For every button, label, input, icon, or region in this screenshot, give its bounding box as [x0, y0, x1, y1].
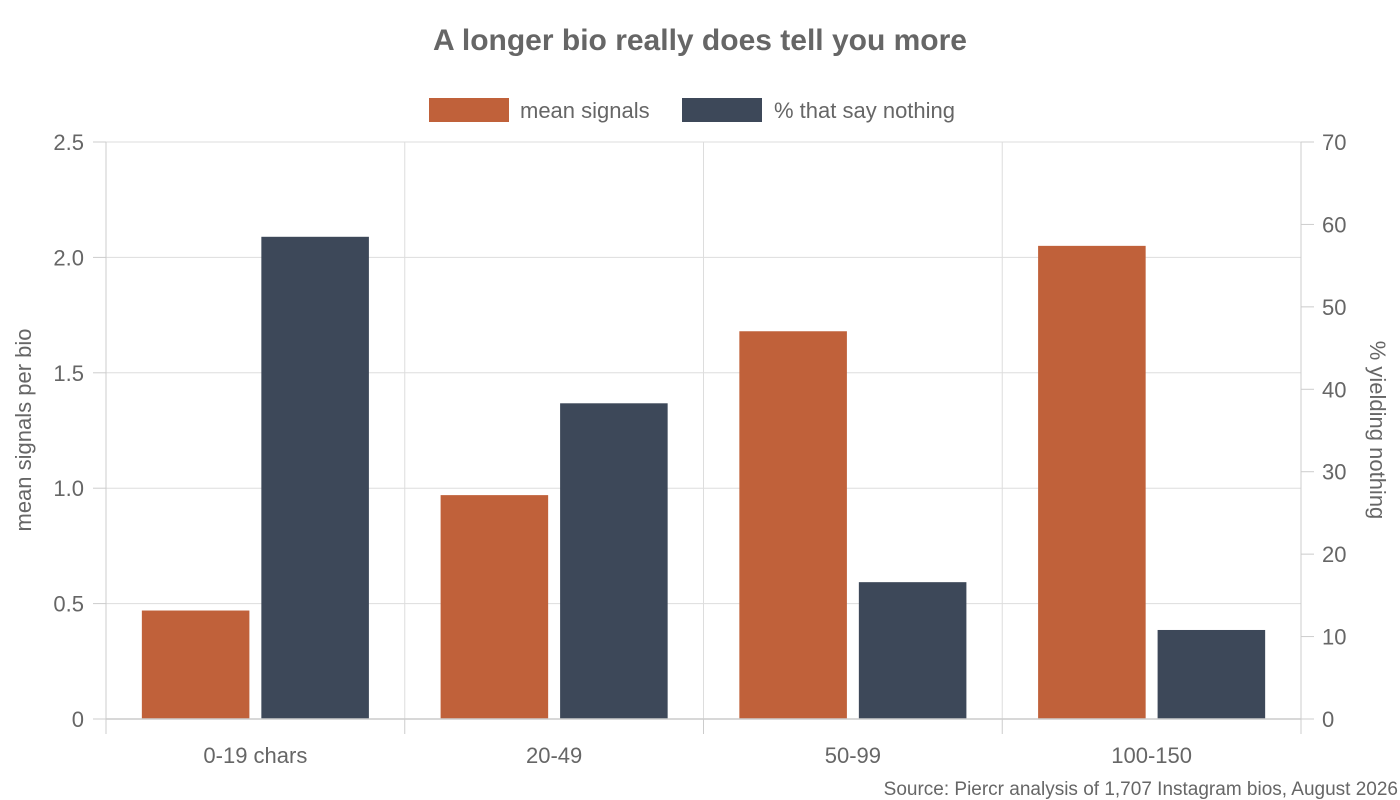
axes: 0 0.5 1.0 1.5 2.0 2.5 0 10 20 30 40 50 60 70 0-19 char… — [53, 130, 1346, 768]
bar-mean-signals — [739, 331, 847, 719]
y-tick-label-left: 0.5 — [53, 592, 84, 617]
bar-pct-say-nothing — [858, 582, 967, 719]
y-tick-label-right: 40 — [1322, 377, 1346, 402]
bar-pct-say-nothing — [261, 236, 369, 720]
y-tick-label-right: 0 — [1322, 707, 1334, 732]
x-tick-label: 20-49 — [526, 743, 582, 768]
y-tick-label-right: 60 — [1322, 212, 1346, 237]
y-tick-label-right: 30 — [1322, 460, 1346, 485]
y-tick-label-left: 1.5 — [53, 361, 84, 386]
bars — [141, 236, 1266, 720]
y-tick-label-right: 50 — [1322, 295, 1346, 320]
y-tick-label-left: 2.5 — [53, 130, 84, 155]
y-tick-label-left: 2.0 — [53, 245, 84, 270]
bar-mean-signals — [440, 495, 549, 719]
x-tick-label: 100-150 — [1111, 743, 1192, 768]
y-axis-label-left: mean signals per bio — [11, 328, 36, 531]
y-tick-label-right: 20 — [1322, 542, 1346, 567]
bar-pct-say-nothing — [1157, 629, 1266, 719]
bar-pct-say-nothing — [560, 403, 668, 719]
y-tick-label-left: 1.0 — [53, 476, 84, 501]
x-tick-label: 0-19 chars — [203, 743, 307, 768]
y-tick-label-right: 70 — [1322, 130, 1346, 155]
bar-mean-signals — [1038, 245, 1146, 720]
bar-mean-signals — [141, 610, 250, 719]
legend-label: mean signals — [520, 98, 650, 123]
y-axis-label-right: % yielding nothing — [1365, 341, 1390, 520]
y-tick-label-left: 0 — [72, 707, 84, 732]
y-tick-label-right: 10 — [1322, 625, 1346, 650]
legend-label: % that say nothing — [774, 98, 955, 123]
legend: mean signals % that say nothing — [429, 98, 955, 123]
x-tick-label: 50-99 — [825, 743, 881, 768]
chart-title: A longer bio really does tell you more — [433, 24, 967, 57]
source-note: Source: Piercr analysis of 1,707 Instagr… — [884, 779, 1398, 800]
legend-swatch-pct-say-nothing — [682, 98, 762, 122]
legend-swatch-mean-signals — [429, 98, 509, 122]
